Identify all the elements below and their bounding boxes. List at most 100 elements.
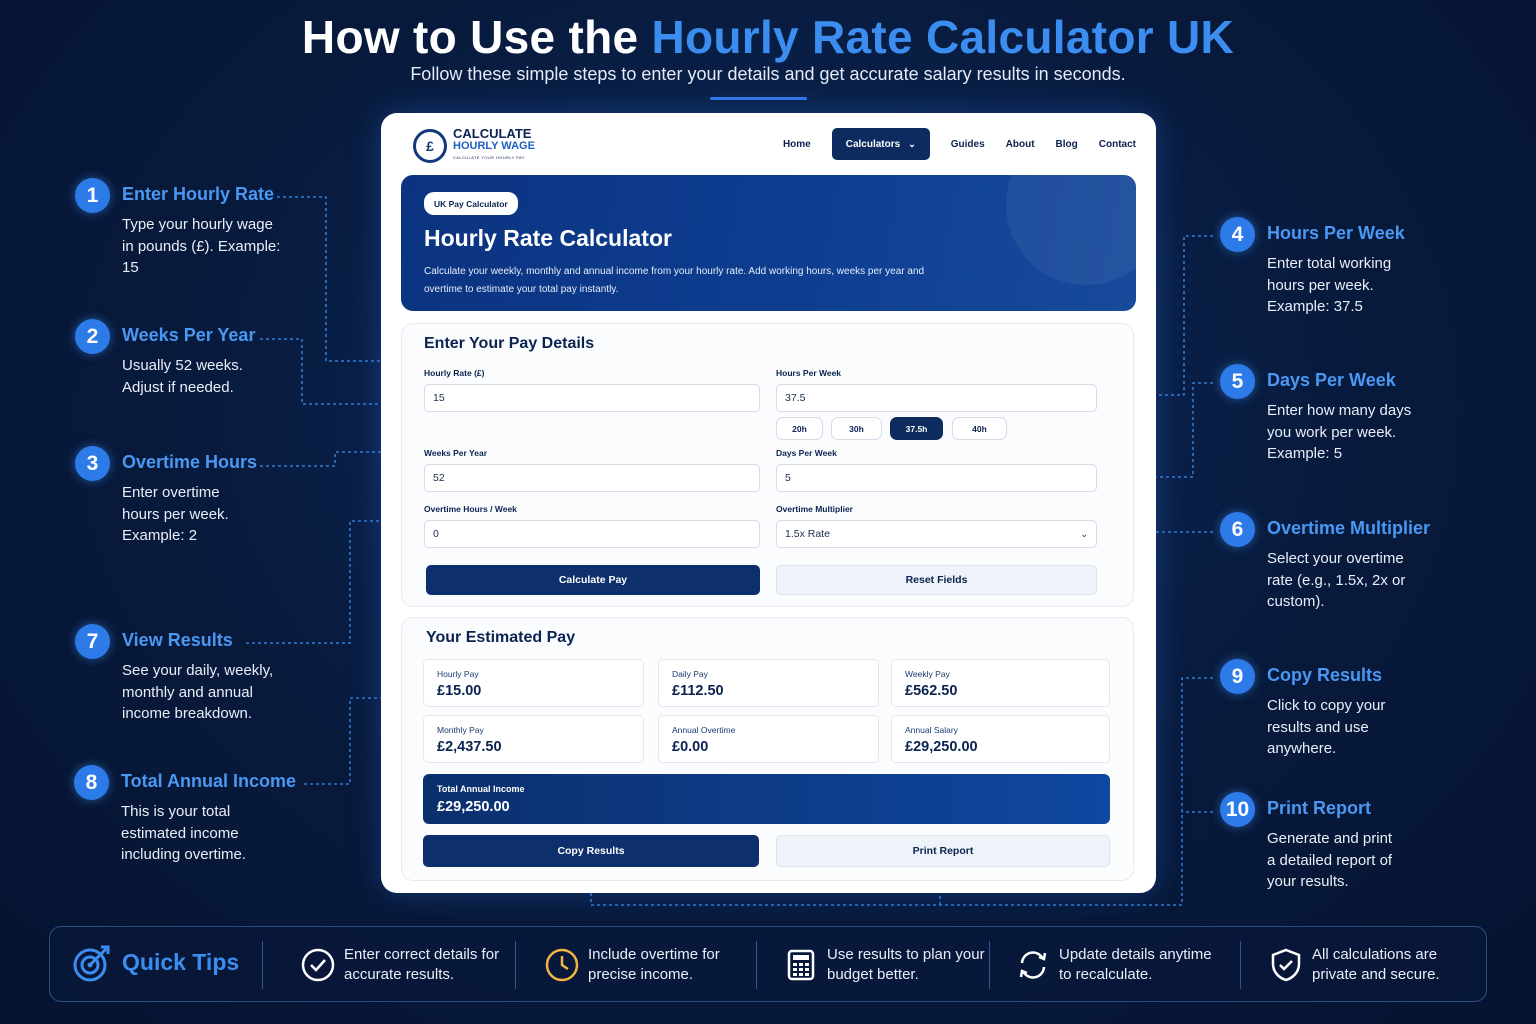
reset-fields-button[interactable]: Reset Fields <box>776 565 1097 595</box>
tip-text: All calculations are private and secure. <box>1312 946 1440 983</box>
step-desc: Enter how many days you work per week. E… <box>1267 402 1412 463</box>
nav-blog[interactable]: Blog <box>1055 138 1078 150</box>
step-number: 9 <box>1220 659 1255 694</box>
divider <box>756 941 757 989</box>
preset-20h-button[interactable]: 20h <box>776 417 823 440</box>
preset-30h-button[interactable]: 30h <box>831 417 882 440</box>
weeks-per-year-label: Weeks Per Year <box>424 448 488 458</box>
step-desc: Type your hourly wage in pounds (£). Exa… <box>122 216 281 277</box>
days-per-week-input[interactable]: 5 <box>776 464 1097 492</box>
tip-item: Update details anytime to recalculate. <box>1015 927 1214 1003</box>
nav-contact[interactable]: Contact <box>1098 138 1136 150</box>
result-monthly-pay: Monthly Pay £2,437.50 <box>423 715 644 763</box>
step-title: Overtime Hours <box>122 452 258 472</box>
calculator-app-window: £ CALCULATE HOURLY WAGE CALCULATE YOUR H… <box>381 113 1156 893</box>
result-value: £0.00 <box>672 739 709 755</box>
step-desc: Click to copy your results and use anywh… <box>1267 697 1386 758</box>
hours-per-week-label: Hours Per Week <box>776 368 842 378</box>
shield-check-icon <box>1271 948 1301 982</box>
step-number: 6 <box>1220 512 1255 547</box>
site-logo[interactable]: £ CALCULATE HOURLY WAGE CALCULATE YOUR H… <box>413 126 535 164</box>
title-prefix: How to Use the <box>301 11 652 63</box>
results-title: Your Estimated Pay <box>426 629 576 646</box>
top-nav: £ CALCULATE HOURLY WAGE CALCULATE YOUR H… <box>381 113 1156 175</box>
tip-text: Use results to plan your budget better. <box>827 946 985 983</box>
step-title: Enter Hourly Rate <box>122 184 275 204</box>
clock-icon <box>545 948 579 982</box>
preset-40h-button[interactable]: 40h <box>952 417 1007 440</box>
calculator-description: Calculate your weekly, monthly and annua… <box>424 266 925 295</box>
nav-about[interactable]: About <box>1005 138 1035 150</box>
print-report-button[interactable]: Print Report <box>776 835 1110 867</box>
step-number: 10 <box>1220 792 1255 827</box>
step-title: Copy Results <box>1267 665 1383 685</box>
refresh-icon <box>1019 951 1047 979</box>
nav-calculators[interactable]: Calculators ⌄ <box>831 128 930 160</box>
total-annual-income: Total Annual Income £29,250.00 <box>423 774 1110 824</box>
divider <box>515 941 516 989</box>
weeks-per-year-input[interactable]: 52 <box>424 464 760 492</box>
logo-line-2: HOURLY WAGE <box>453 140 535 152</box>
divider <box>262 941 263 989</box>
title-accent: Hourly Rate Calculator UK <box>651 11 1235 63</box>
result-label: Daily Pay <box>672 669 708 679</box>
overtime-hours-input[interactable]: 0 <box>424 520 760 548</box>
nav-menu: Home Calculators ⌄ Guides About Blog Cont… <box>762 128 1136 160</box>
result-value: £562.50 <box>905 683 958 699</box>
tip-item: Include overtime for precise income. <box>544 927 748 1003</box>
hero-banner: UK Pay Calculator Hourly Rate Calculator… <box>401 175 1136 311</box>
step-title: Weeks Per Year <box>122 325 256 345</box>
step-title: View Results <box>122 630 233 650</box>
step-title: Print Report <box>1267 798 1372 818</box>
tip-text: Include overtime for precise income. <box>588 946 720 983</box>
result-value: £112.50 <box>672 683 724 699</box>
step-title: Days Per Week <box>1267 370 1396 390</box>
tip-item: Use results to plan your budget better. <box>783 927 987 1003</box>
logo-tagline: CALCULATE YOUR HOURLY PAY <box>453 155 525 160</box>
result-value: £15.00 <box>437 683 482 699</box>
days-per-week-label: Days Per Week <box>776 448 837 458</box>
check-circle-icon <box>301 948 335 982</box>
step-number: 4 <box>1220 217 1255 252</box>
calculator-badge: UK Pay Calculator <box>424 192 518 215</box>
step-desc: Usually 52 weeks. Adjust if needed. <box>122 357 243 396</box>
total-label: Total Annual Income <box>437 784 525 794</box>
result-label: Annual Overtime <box>672 725 736 735</box>
calculator-title: Hourly Rate Calculator <box>424 225 672 251</box>
nav-home[interactable]: Home <box>782 138 811 150</box>
result-label: Hourly Pay <box>437 669 479 679</box>
tip-text: Enter correct details for accurate resul… <box>344 946 500 983</box>
step-number: 3 <box>75 446 110 481</box>
step-desc: Select your overtime rate (e.g., 1.5x, 2… <box>1267 550 1406 611</box>
calculator-icon <box>787 949 815 981</box>
step-desc: Generate and print a detailed report of … <box>1267 830 1393 891</box>
step-desc: Enter total working hours per week. Exam… <box>1267 255 1392 316</box>
logo-line-1: CALCULATE <box>453 126 532 141</box>
step-number: 5 <box>1220 364 1255 399</box>
preset-37-5h-button[interactable]: 37.5h <box>890 417 943 440</box>
overtime-multiplier-label: Overtime Multiplier <box>776 504 853 514</box>
step-desc: This is your total estimated income incl… <box>121 803 247 864</box>
nav-calculators-label: Calculators <box>845 138 901 150</box>
result-hourly-pay: Hourly Pay £15.00 <box>423 659 644 707</box>
copy-results-button[interactable]: Copy Results <box>423 835 759 867</box>
overtime-multiplier-select[interactable]: 1.5x Rate ⌄ <box>776 520 1097 548</box>
step-desc: See your daily, weekly, monthly and annu… <box>122 662 274 723</box>
multiplier-value: 1.5x Rate <box>785 528 830 540</box>
result-value: £2,437.50 <box>437 739 502 755</box>
step-title: Overtime Multiplier <box>1267 518 1431 538</box>
calculate-pay-button[interactable]: Calculate Pay <box>426 565 760 595</box>
quick-tips-bar: Quick Tips Enter correct details for acc… <box>49 926 1487 1002</box>
chevron-down-icon: ⌄ <box>908 138 916 149</box>
result-annual-salary: Annual Salary £29,250.00 <box>891 715 1110 763</box>
chevron-down-icon: ⌄ <box>1080 528 1088 539</box>
result-daily-pay: Daily Pay £112.50 <box>658 659 879 707</box>
step-number: 1 <box>75 178 110 213</box>
nav-guides[interactable]: Guides <box>950 138 985 150</box>
logo-icon: £ <box>413 129 447 163</box>
hourly-rate-input[interactable]: 15 <box>424 384 760 412</box>
step-number: 7 <box>75 624 110 659</box>
page-subtitle: Follow these simple steps to enter your … <box>410 64 1126 84</box>
step-desc: Enter overtime hours per week. Example: … <box>122 484 229 545</box>
hours-per-week-input[interactable]: 37.5 <box>776 384 1097 412</box>
